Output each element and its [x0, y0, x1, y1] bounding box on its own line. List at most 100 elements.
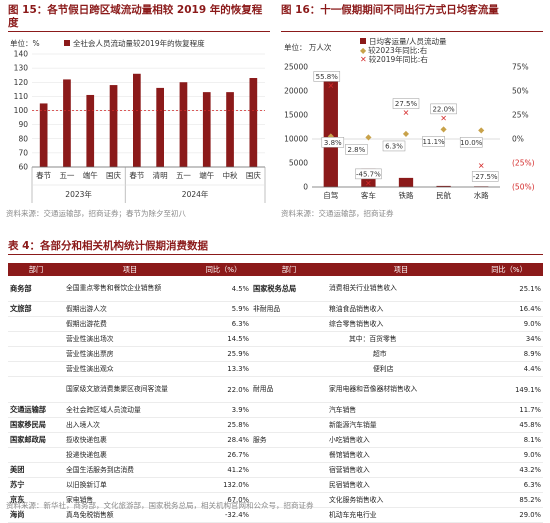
table-cell-dept [251, 316, 327, 332]
fig15-y-tick-label: 100 [14, 106, 29, 115]
table-cell-dept: 耐用品 [251, 376, 327, 403]
fig15-legend: 全社会人员流动量较2019年的恢复程度 [64, 38, 205, 49]
table-cell-item: 出入境人次 [64, 417, 196, 433]
table-row: 交通运输部 全社会跨区域人员流动量 3.9% 汽车销售 11.7% [8, 402, 543, 418]
fig15-bar [109, 85, 118, 167]
table-cell-dept: 京东 [8, 492, 64, 508]
table-cell-item: 超市 [327, 346, 475, 362]
fig16-y-right-tick-label: 25% [512, 111, 529, 120]
fig16-y-right-tick-label: 50% [512, 87, 529, 96]
fig16-yoy2019-label: -27.5% [473, 173, 498, 181]
fig15-bar [179, 82, 188, 167]
table-cell-yoy: 8.9% [475, 346, 543, 362]
fig16-yoy2023-label-box [345, 144, 368, 155]
table-cell-dept: 商务部 [8, 276, 64, 302]
table-cell-item: 家电销售 [64, 492, 196, 508]
fig16-y-left-tick-label: 20000 [284, 87, 308, 96]
fig16-yoy2019-label: 55.8% [316, 73, 339, 81]
table-cell-item: 家用电器和音像器材销售收入 [327, 376, 475, 403]
fig16-yoy2019-marker: ✕ [440, 114, 447, 123]
fig16-yoy2019-marker: ✕ [403, 109, 410, 118]
fig15-bar [226, 92, 234, 167]
table-cell-item: 营业性演出观众 [64, 361, 196, 377]
table4-title: 表 4：各部分和相关机构统计假期消费数据 [8, 240, 208, 252]
fig15-x-tick-label: 中秋 [223, 170, 238, 180]
fig16-yoy2019-label-box [430, 103, 457, 115]
table4-header-row: 部门 项目 同比（%） 部门 项目 同比（%） [8, 263, 543, 276]
table-cell-item: 文化服务销售收入 [327, 492, 475, 508]
table-cell-item: 以旧换新订单 [64, 477, 196, 493]
table-cell-item: 民宿销售收入 [327, 477, 475, 493]
fig16-legend-2019-label: 较2019年同比:右 [368, 55, 428, 64]
table-cell-item: 营业性演出场次 [64, 331, 196, 347]
table4-header-dept-left: 部门 [8, 263, 64, 276]
fig16-unit-value: 万人次 [308, 43, 332, 52]
table-cell-item: 机动车充电行业 [327, 507, 475, 523]
fig15-legend-swatch [64, 40, 70, 46]
fig16-legend: 日均客运量/人员流动量 ◆ 较2023年同比:右 ✕ 较2019年同比:右 [360, 37, 447, 64]
fig16-yoy2019-marker: ✕ [478, 161, 485, 170]
table-row: 投递快递包裹 26.7% 餐馆销售收入 9.0% [8, 447, 543, 463]
table-cell-dept: 非耐用品 [251, 301, 327, 317]
fig15-source: 资料来源：交通运输部，招商证券；春节为除夕至初八 [6, 209, 186, 218]
fig16-yoy2023-marker: ◆ [365, 132, 372, 141]
fig15-bar [39, 103, 48, 167]
table-cell-yoy: 5.9% [196, 301, 251, 317]
table-cell-yoy: 41.2% [196, 462, 251, 478]
fig15-x-tick-label: 春节 [129, 170, 144, 180]
fig16-yoy2023-label: 10.0% [460, 139, 483, 147]
table-row: 商务部 全国重点零售和餐饮企业销售额 4.5% 国家税务总局 消费相关行业销售收入 25.… [8, 276, 543, 302]
table-row: 营业性演出场次 14.5% 其中：百货零售 34% [8, 331, 543, 347]
fig15-x-tick-label: 春节 [36, 170, 51, 180]
fig15-x-tick-label: 国庆 [246, 170, 261, 180]
fig16-legend-2023-label: 较2023年同比:右 [368, 46, 428, 55]
table-cell-dept [251, 477, 327, 493]
fig16-y-right-tick-label: (25%) [512, 159, 535, 168]
fig16-legend-bar-swatch [360, 38, 366, 44]
table-cell-yoy: 6.3% [475, 477, 543, 493]
fig15-bar [63, 79, 71, 167]
fig15-y-tick-label: 70 [18, 148, 28, 157]
table-cell-yoy: 3.9% [196, 402, 251, 418]
table-cell-item: 新能源汽车销量 [327, 417, 475, 433]
fig15-y-tick-label: 120 [14, 78, 29, 87]
fig15-y-tick-label: 130 [14, 64, 29, 73]
fig16-y-left-tick-label: 5000 [289, 159, 308, 168]
table-cell-dept [251, 417, 327, 433]
fig16-legend-bar: 日均客运量/人员流动量 [360, 37, 447, 46]
table4-header-item-left: 项目 [64, 263, 196, 276]
diamond-marker-icon: ◆ [360, 46, 367, 55]
table4-header-item-right: 项目 [327, 263, 475, 276]
fig15-y-tick-label: 140 [14, 50, 29, 59]
fig15-x-tick-label: 国庆 [106, 170, 121, 180]
table-cell-yoy: 9.0% [475, 316, 543, 332]
fig16-unit-label: 单位： 万人次 [284, 42, 331, 53]
table-cell-dept: 美团 [8, 462, 64, 478]
fig15-chart: 60708090100110120130140春节 五一 端午 国庆 春节 清明 五一 端午中… [14, 50, 266, 203]
table-cell-item: 全国生活服务到店消费 [64, 462, 196, 478]
fig16-bar [323, 79, 338, 187]
table-cell-dept: 国家邮政局 [8, 432, 64, 448]
table-cell-yoy: 26.7% [196, 447, 251, 463]
table-cell-yoy: 29.0% [475, 507, 543, 523]
fig16-bar [398, 177, 414, 187]
fig16-yoy2023-marker: ◆ [441, 124, 448, 133]
table-cell-dept [8, 376, 64, 403]
table-cell-yoy: 8.1% [475, 432, 543, 448]
table-cell-dept [8, 447, 64, 463]
table-row: 苏宁 以旧换新订单 132.0% 民宿销售收入 6.3% [8, 477, 543, 493]
table-row: 营业性演出票房 25.9% 超市 8.9% [8, 346, 543, 362]
table-cell-dept [251, 361, 327, 377]
table4-header-yoy-left: 同比（%） [196, 263, 251, 276]
fig16-y-right-tick-label: (50%) [512, 183, 535, 192]
fig15-y-tick-label: 60 [18, 163, 28, 172]
fig15-y-tick-label: 90 [18, 120, 28, 129]
table-cell-item: 全社会跨区域人员流动量 [64, 402, 196, 418]
table-cell-yoy: 4.5% [196, 276, 251, 302]
fig16-x-tick-label: 民航 [436, 190, 451, 200]
fig16-yoy2023-label: 11.1% [422, 138, 445, 146]
fig16-yoy2023-label-box [321, 137, 345, 148]
table-cell-dept [8, 346, 64, 362]
fig15-bar [202, 92, 211, 167]
table-cell-dept [251, 402, 327, 418]
